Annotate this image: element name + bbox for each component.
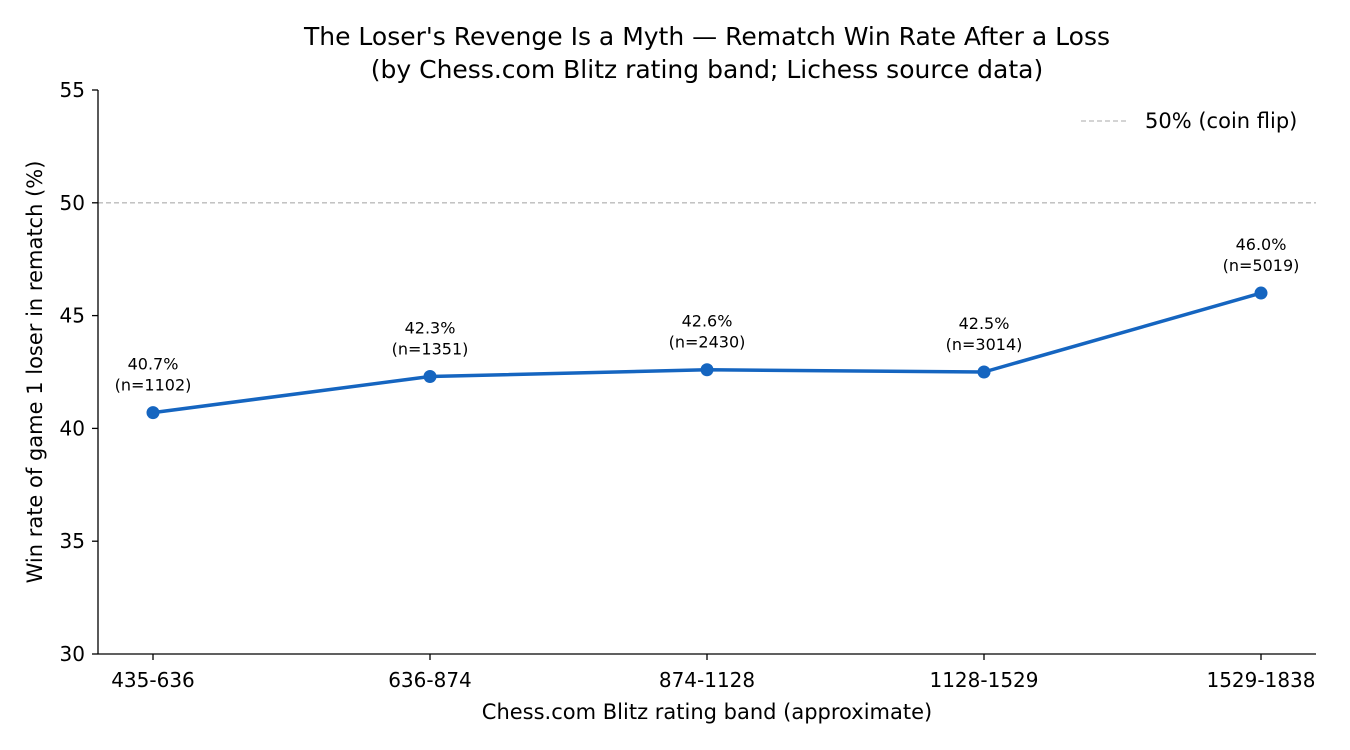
x-tick-label: 636-874 xyxy=(388,668,472,692)
data-label-percent: 40.7% xyxy=(128,355,179,374)
data-label-sample-size: (n=2430) xyxy=(669,333,746,352)
legend: 50% (coin flip) xyxy=(1081,109,1297,133)
axes: 30 35 40 45 50 55 435-636 636-874 874-1128 1128-1… xyxy=(60,78,1316,692)
y-axis-label: Win rate of game 1 loser in rematch (%) xyxy=(23,161,47,584)
data-label-percent: 42.5% xyxy=(959,314,1010,333)
x-axis-label: Chess.com Blitz rating band (approximate… xyxy=(482,700,932,724)
data-label-sample-size: (n=3014) xyxy=(946,335,1023,354)
y-tick-label: 50 xyxy=(60,191,85,215)
series-layer xyxy=(146,286,1268,420)
x-tick-label: 1128-1529 xyxy=(929,668,1038,692)
x-tick-label: 874-1128 xyxy=(659,668,755,692)
data-point xyxy=(1254,286,1268,300)
y-tick-label: 45 xyxy=(60,304,85,328)
data-label-percent: 42.3% xyxy=(405,319,456,338)
y-tick-label: 40 xyxy=(60,416,85,440)
legend-label: 50% (coin flip) xyxy=(1145,109,1297,133)
x-tick-label: 1529-1838 xyxy=(1206,668,1315,692)
data-point xyxy=(977,365,991,379)
y-tick-label: 35 xyxy=(60,529,85,553)
chart-subtitle: (by Chess.com Blitz rating band; Lichess… xyxy=(371,55,1043,84)
data-label-sample-size: (n=5019) xyxy=(1223,256,1300,275)
chart-title: The Loser's Revenge Is a Myth — Rematch … xyxy=(303,22,1110,51)
data-label-sample-size: (n=1351) xyxy=(392,340,469,359)
y-tick-label: 55 xyxy=(60,78,85,102)
y-tick-label: 30 xyxy=(60,642,85,666)
data-point xyxy=(146,406,160,420)
data-point xyxy=(700,363,714,377)
data-label-percent: 42.6% xyxy=(682,312,733,331)
data-label-sample-size: (n=1102) xyxy=(115,376,192,395)
x-tick-label: 435-636 xyxy=(111,668,195,692)
data-label-percent: 46.0% xyxy=(1236,235,1287,254)
data-labels: 40.7% (n=1102) 42.3% (n=1351) 42.6% (n=2430) 4… xyxy=(115,235,1300,395)
data-point xyxy=(423,370,437,384)
